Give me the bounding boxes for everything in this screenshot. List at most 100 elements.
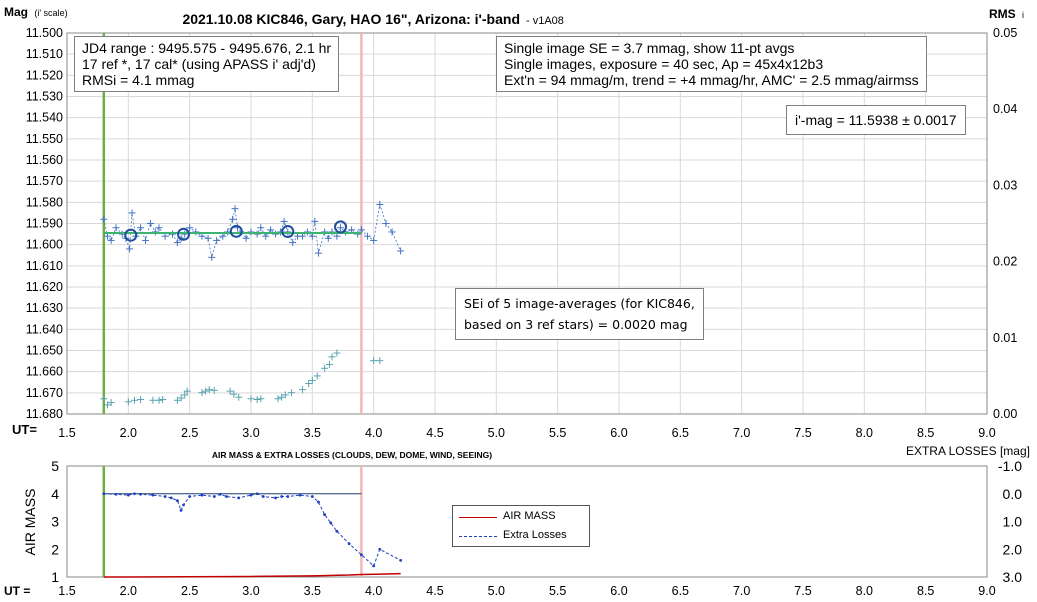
exposure-box: Single image SE = 3.7 mmag, show 11-pt a… — [496, 36, 927, 92]
y-axis-label-sub: (i' scale) — [34, 8, 67, 18]
extra-losses-point — [360, 553, 363, 557]
single-image-point — [173, 239, 181, 247]
bottom-legend: AIR MASS Extra Losses — [452, 505, 590, 547]
single-image-point — [151, 228, 159, 236]
extra-losses-point — [298, 493, 302, 497]
bottom-x-tick-label: 5.0 — [488, 584, 505, 598]
extra-losses-point — [255, 492, 259, 496]
rms-point — [181, 391, 189, 399]
rms-point — [333, 349, 341, 357]
extra-losses-line — [103, 493, 401, 567]
rms-point — [321, 364, 329, 372]
bottom-x-tick-label: 8.0 — [856, 584, 873, 598]
single-image-point — [382, 220, 390, 227]
top-y2-tick-label: 0.03 — [993, 178, 1017, 192]
chart-title-suffix: - v1A08 — [526, 15, 564, 27]
bottom-x-tick-label: 1.5 — [58, 584, 75, 598]
top-y2-tick-label: 0.04 — [993, 102, 1017, 116]
single-image-point — [126, 245, 134, 253]
extra-losses-point — [225, 495, 228, 498]
extra-losses-axis-label: EXTRA LOSSES [mag] — [906, 444, 1030, 458]
average-point — [334, 220, 348, 234]
top-x-tick-label: 2.0 — [120, 426, 137, 440]
jd-range-box: JD4 range : 9495.575 - 9495.676, 2.1 hr … — [74, 36, 340, 92]
rms-point — [183, 387, 191, 395]
bottom-y-tick-label: 2 — [51, 541, 59, 557]
rms-point — [155, 396, 163, 404]
bottom-y2-tick-label: 0.0 — [1003, 486, 1023, 502]
top-x-tick-label: 8.0 — [856, 426, 873, 440]
rms-point — [130, 396, 138, 404]
chart-title-main: 2021.10.08 KIC846, Gary, HAO 16", Arizon… — [182, 11, 520, 27]
rms-point — [137, 396, 145, 404]
single-image-point — [231, 205, 239, 213]
rms-point — [124, 398, 132, 406]
top-x-tick-label: 4.5 — [426, 426, 443, 440]
top-y-tick-label: 11.580 — [26, 195, 63, 209]
top-y-tick-label: 11.520 — [26, 68, 63, 82]
y2-axis-label-sub: i — [1022, 10, 1024, 20]
legend-label-air-mass: AIR MASS — [503, 510, 556, 522]
sei-line-2: based on 3 ref stars) = 0.0020 mag — [464, 317, 688, 332]
ref-cal-line: 17 ref *, 17 cal* (using APASS i' adj'd) — [82, 56, 316, 72]
rms-point — [247, 395, 255, 403]
chart-title: 2021.10.08 KIC846, Gary, HAO 16", Arizon… — [182, 11, 520, 27]
extra-losses-point — [114, 492, 118, 496]
rms-point — [287, 389, 295, 397]
top-x-tick-label: 7.0 — [733, 426, 750, 440]
single-image-point — [337, 224, 345, 232]
extra-losses-point — [179, 509, 183, 512]
rms-point — [107, 399, 115, 407]
single-image-point — [328, 228, 336, 236]
extinction-line: Ext'n = 94 mmag/m, trend = +4 mmag/hr, A… — [504, 72, 919, 88]
single-image-point — [192, 228, 200, 236]
single-image-point — [314, 249, 322, 257]
top-x-tick-label: 6.0 — [610, 426, 627, 440]
imag-value: i'-mag = 11.5938 ± 0.0017 — [795, 112, 957, 128]
extra-losses-point — [169, 496, 173, 500]
rms-point — [376, 357, 384, 365]
air-mass-axis-label: AIR MASS — [22, 489, 38, 556]
air-mass-line — [103, 572, 401, 578]
rms-point — [305, 380, 313, 388]
top-y-tick-label: 11.600 — [26, 238, 63, 252]
top-y-tick-label: 11.570 — [26, 174, 63, 188]
extra-losses-point — [280, 495, 284, 498]
top-y2-tick-label: 0.01 — [993, 331, 1017, 345]
bottom-y-tick-label: 4 — [51, 486, 59, 502]
imag-box: i'-mag = 11.5938 ± 0.0017 — [786, 105, 966, 135]
top-x-tick-label: 9.0 — [978, 426, 995, 440]
jd-range-line: JD4 range : 9495.575 - 9495.676, 2.1 hr — [82, 40, 332, 56]
single-image-point — [321, 228, 329, 236]
single-image-point — [354, 230, 362, 238]
extra-losses-point — [249, 493, 253, 497]
extra-losses-point — [200, 493, 204, 497]
extra-losses-point — [163, 495, 167, 498]
bottom-y2-tick-label: 3.0 — [1003, 569, 1023, 585]
extra-losses-point — [212, 495, 216, 498]
single-image-point — [208, 253, 216, 261]
bottom-y-tick-label: 5 — [51, 458, 59, 474]
bottom-y2-tick-label: -1.0 — [998, 458, 1022, 474]
rms-point — [149, 396, 157, 404]
average-point — [124, 228, 138, 242]
single-image-point — [311, 217, 319, 225]
single-image-point — [128, 209, 136, 217]
exposure-line: Single images, exposure = 40 sec, Ap = 4… — [504, 56, 824, 72]
bottom-x-tick-label: 9.0 — [978, 584, 995, 598]
extra-losses-point — [126, 493, 130, 497]
top-x-tick-label: 4.0 — [365, 426, 382, 440]
extra-losses-point — [261, 495, 265, 498]
rms-point — [210, 386, 218, 394]
legend-item-extra-losses: Extra Losses — [453, 529, 589, 543]
bottom-y2-tick-label: 1.0 — [1003, 514, 1023, 530]
top-x-tick-label: 7.5 — [794, 426, 811, 440]
top-x-tick-label: 1.5 — [58, 426, 75, 440]
bottom-x-tick-label: 5.5 — [549, 584, 566, 598]
rms-point — [299, 386, 307, 394]
bottom-x-tick-label: 4.5 — [426, 584, 443, 598]
average-point — [281, 225, 295, 239]
rms-point — [226, 387, 234, 395]
single-image-point — [181, 230, 189, 238]
